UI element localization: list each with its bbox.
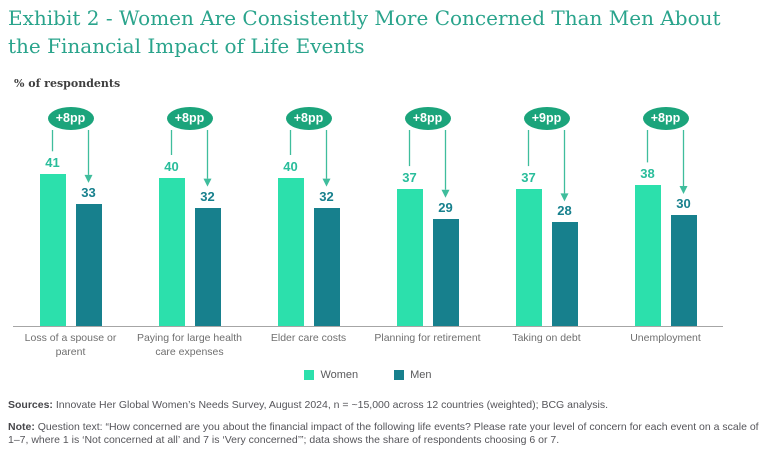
sources-text: Innovate Her Global Women’s Needs Survey…: [52, 399, 608, 411]
men-bar: [551, 222, 578, 326]
women-value-label: 41: [45, 155, 60, 171]
legend-item-women: Women: [304, 369, 358, 381]
arrow-down-icon: [560, 193, 569, 202]
delta-badge: +8pp: [404, 107, 451, 130]
sources-line: Sources: Innovate Her Global Women’s Nee…: [8, 399, 760, 413]
note-label: Note:: [8, 420, 35, 433]
note-text: Question text: “How concerned are you ab…: [8, 420, 759, 447]
delta-badge: +8pp: [47, 107, 94, 130]
delta-badge: +8pp: [166, 107, 213, 130]
category-labels: Loss of a spouse or parent Paying for lar…: [13, 332, 723, 366]
men-value-label: 29: [438, 199, 453, 215]
women-bar: [396, 189, 423, 326]
men-bar: [670, 215, 697, 326]
delta-badge: +8pp: [642, 107, 689, 130]
men-bar: [194, 207, 221, 326]
category-label: Taking on debt: [512, 332, 581, 344]
women-value-label: 40: [283, 159, 298, 174]
category-label: Unemployment: [630, 332, 701, 344]
page-title: Exhibit 2 - Women Are Consistently More …: [8, 4, 760, 60]
men-value-label: 28: [557, 203, 572, 219]
note-line: Note: Question text: “How concerned are …: [8, 421, 760, 448]
women-value-label: 40: [164, 159, 179, 174]
women-value-label: 38: [640, 166, 655, 182]
women-bar: [158, 178, 185, 326]
legend-label: Women: [320, 369, 359, 381]
category-label: Loss of a spouse or parent: [24, 332, 117, 358]
arrow-down-icon: [84, 174, 93, 183]
legend-swatch: [394, 370, 405, 380]
men-bar: [432, 218, 459, 326]
arrow-down-icon: [203, 178, 212, 187]
page-title-line1: Exhibit 2 - Women Are Consistently More …: [8, 6, 721, 30]
arrow-down-icon: [322, 178, 331, 187]
men-bar: [313, 207, 340, 326]
sources-label: Sources:: [8, 399, 53, 411]
legend-swatch: [304, 370, 315, 380]
legend-label: Men: [410, 369, 432, 381]
women-bar: [515, 189, 542, 326]
women-value-label: 37: [521, 170, 536, 186]
connector-lines-svg: [51, 130, 688, 202]
women-bar: [277, 178, 304, 326]
unit-label: % of respondents: [14, 77, 121, 90]
arrow-down-icon: [679, 186, 688, 194]
women-value-label: 37: [402, 170, 417, 186]
men-value-label: 32: [319, 188, 334, 204]
arrow-down-icon: [441, 189, 450, 198]
men-value-label: 33: [81, 184, 96, 200]
category-label: Planning for retirement: [374, 332, 481, 344]
footer: Sources: Innovate Her Global Women’s Nee…: [8, 399, 760, 448]
legend-item-men: Men: [394, 369, 432, 381]
men-value-label: 32: [200, 188, 215, 204]
category-label: Paying for large health care expenses: [136, 332, 243, 358]
page-title-line2: the Financial Impact of Life Events: [8, 34, 365, 58]
delta-badge: +9pp: [523, 107, 570, 130]
chart-legend: Women Men: [13, 369, 723, 381]
women-bar: [634, 185, 661, 326]
men-bar: [75, 203, 102, 326]
women-bar: [39, 174, 66, 326]
category-label: Elder care costs: [270, 332, 347, 344]
bar-chart-plot: 41 33 +8pp 40 32 +8pp 40 32 +8pp 37 29 +8pp 37 28 +9pp…: [13, 100, 723, 327]
men-value-label: 30: [676, 196, 691, 211]
delta-badge: +8pp: [285, 107, 332, 130]
